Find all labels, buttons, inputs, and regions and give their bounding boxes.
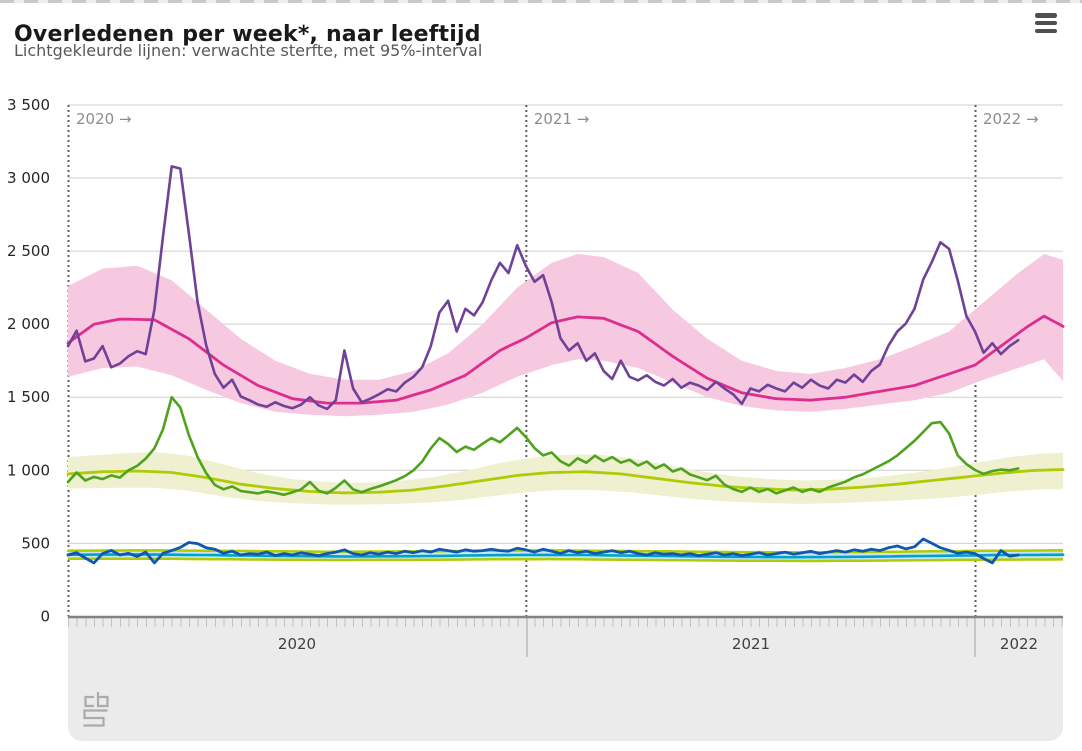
y-tick-label: 1 500 [7,388,50,406]
y-tick-label: 500 [21,534,50,552]
x-axis-panel[interactable]: 2020 2021 2022 [68,618,1063,741]
year-marker-label: 2022 → [983,110,1039,128]
hamburger-icon [1035,13,1059,34]
actual-line-green [66,395,1020,497]
interval-band-lightblue-upper-edge [68,549,1064,554]
menu-button[interactable] [1035,13,1059,35]
axis-year-label: 2021 [731,635,771,653]
interval-band-lightblue-lower-edge [68,557,1064,563]
expected-line-yellowgreen [66,468,1065,495]
actual-line-purple [66,165,1020,411]
year-marker-label: 2020 → [76,110,132,128]
axis-year-label: 2022 [999,635,1039,653]
expected-line-cyan [66,553,1065,559]
cbs-logo [82,690,116,734]
y-tick-label: 3 000 [7,169,50,187]
top-border [0,0,1082,3]
year-separator [526,618,528,657]
axis-year-label: 2020 [277,635,317,653]
interval-band-lightblue [68,550,1064,561]
y-tick-label: 2 500 [7,242,50,260]
interval-band-pink [68,254,1064,417]
page-title: Overledenen per week*, naar leeftijd [14,21,481,47]
interval-band-yellowgreen [68,452,1064,505]
year-separator [974,618,976,657]
y-tick-label: 1 000 [7,461,50,479]
actual-line-blue [66,537,1020,565]
y-tick-label: 0 [40,607,50,625]
year-marker-label: 2021 → [534,110,590,128]
y-tick-label: 3 500 [7,96,50,114]
expected-line-magenta [66,314,1065,405]
y-tick-label: 2 000 [7,315,50,333]
chart-subtitle: Lichtgekleurde lijnen: verwachte sterfte… [14,41,483,60]
week-tick-marks [68,618,1063,627]
